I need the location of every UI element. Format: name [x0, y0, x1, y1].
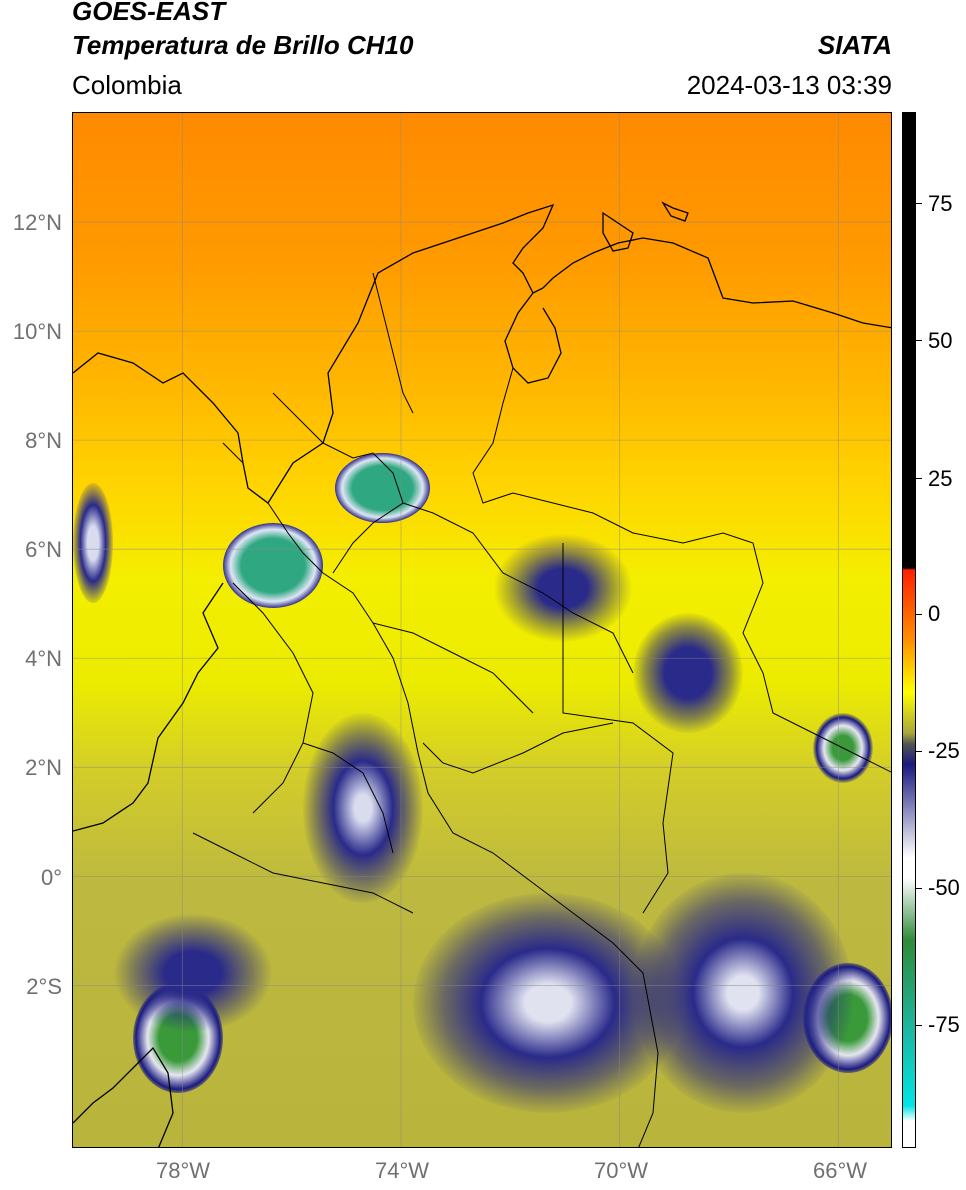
lat-tick: 4°N [25, 646, 62, 671]
lon-tick: 70°W [593, 1158, 649, 1183]
cloud-cluster [303, 713, 423, 903]
cloud-cluster [73, 483, 113, 603]
colorbar-tick-mark [916, 1025, 922, 1026]
map-region: Colombia [72, 70, 182, 100]
cloud-cluster [633, 613, 743, 733]
colorbar [902, 112, 916, 1148]
lat-tick: 6°N [25, 537, 62, 562]
lat-tick: 2°N [25, 755, 62, 780]
brightness-temperature-map [72, 112, 892, 1148]
map-overlay [73, 113, 891, 1147]
colorbar-tick-mark [916, 751, 922, 752]
lon-tick: 74°W [374, 1158, 430, 1183]
lat-tick: 8°N [25, 428, 62, 453]
colorbar-tick-mark [916, 478, 922, 479]
datetime-label: 2024-03-13 03:39 [686, 70, 892, 100]
colorbar-tick-mark [916, 340, 922, 341]
lat-tick: 0° [40, 865, 62, 890]
colorbar-tick: -25 [928, 738, 960, 763]
map-subtitle: Temperatura de Brillo CH10 [72, 30, 414, 60]
lon-tick: 78°W [155, 1158, 211, 1183]
cloud-cluster [223, 523, 323, 608]
colorbar-tick: 0 [928, 601, 941, 626]
colorbar-tick: 25 [928, 466, 953, 491]
colorbar-tick: -50 [928, 875, 960, 900]
brand-label: SIATA [817, 30, 892, 60]
cloud-cluster [633, 873, 853, 1113]
colorbar-tick-mark [916, 203, 922, 204]
colorbar-tick-mark [916, 614, 922, 615]
cloud-cluster [335, 453, 430, 523]
lon-tick: 66°W [812, 1158, 868, 1183]
colorbar-tick: 75 [928, 191, 953, 216]
lat-tick: 10°N [12, 319, 62, 344]
colorbar-tick: -75 [928, 1012, 960, 1037]
cloud-cluster [113, 913, 273, 1033]
borders [192, 272, 891, 1147]
map-title: GOES-EAST [72, 0, 226, 26]
lat-tick: 2°S [26, 974, 62, 999]
lat-tick: 12°N [12, 210, 62, 235]
coastlines [73, 201, 891, 1147]
colorbar-tick-mark [916, 888, 922, 889]
colorbar-tick: 50 [928, 328, 953, 353]
